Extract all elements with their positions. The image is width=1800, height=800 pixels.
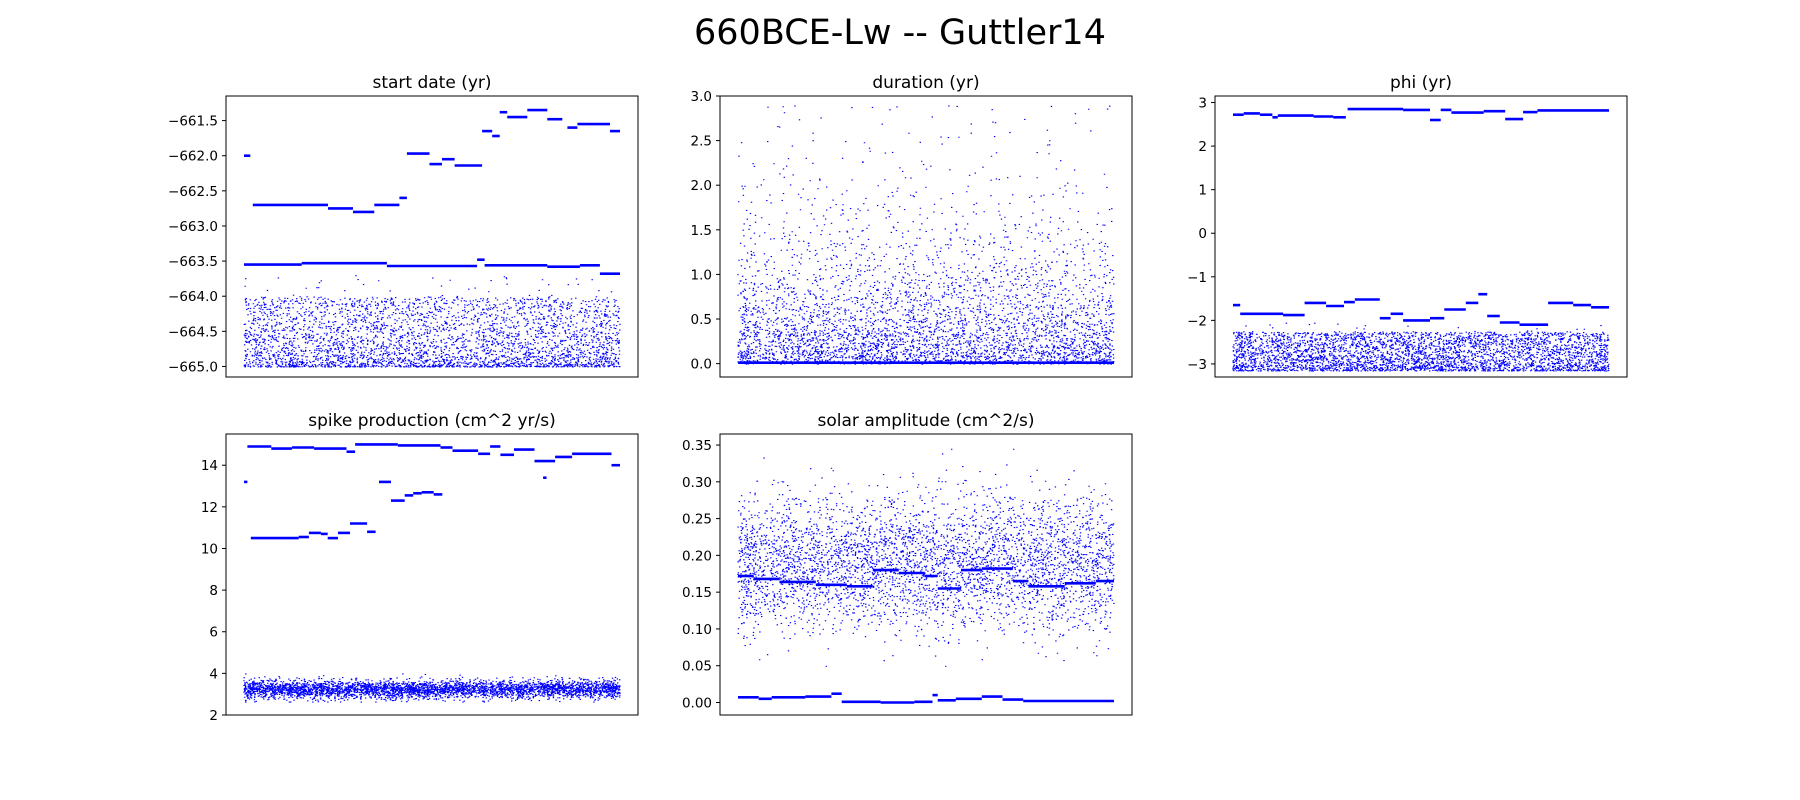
y-tick-label: 2.5 [691, 134, 712, 150]
sample-points [243, 673, 621, 703]
y-tick-label: 0.5 [691, 312, 712, 328]
y-tick-label: −664.5 [168, 324, 218, 340]
y-tick-label: 2 [209, 708, 218, 724]
y-tick-label: −2 [1187, 313, 1207, 329]
y-tick-label: 0.00 [682, 695, 712, 711]
y-tick-label: −662.0 [168, 149, 218, 165]
y-tick-label: −1 [1187, 270, 1207, 286]
y-tick-label: 1.5 [691, 223, 712, 239]
y-tick-label: 8 [209, 583, 218, 599]
y-tick-label: 2.0 [691, 178, 712, 194]
subplot-4: spike production (cm^2 yr/s) 14 12 10 8 6 4 2 [201, 411, 639, 724]
y-tick-label: −663.5 [168, 254, 218, 270]
subplot-title: phi (yr) [1390, 73, 1452, 93]
plot-area [225, 433, 639, 716]
y-tick-label: 3.0 [691, 89, 712, 105]
y-tick-label: 12 [201, 500, 218, 516]
subplot-2: duration (yr) 0.0 0.5 1.0 1.5 2.0 2.5 3.0 [691, 73, 1133, 378]
y-tick-label: −662.5 [168, 184, 218, 200]
y-tick-label: 0.35 [682, 438, 712, 454]
y-tick-label: 1 [1198, 183, 1207, 199]
plot-area [719, 433, 1133, 716]
plot-area [1214, 95, 1628, 378]
subplot-title: duration (yr) [872, 73, 979, 93]
plot-area [719, 95, 1133, 378]
y-tick-label: −664.0 [168, 289, 218, 305]
y-tick-label: 14 [201, 458, 218, 474]
y-tick-label: 0.05 [682, 659, 712, 675]
y-tick-label: 1.0 [691, 267, 712, 283]
y-tick-label: 2 [1198, 139, 1207, 155]
y-tick-label: 0.20 [682, 548, 712, 564]
y-tick-label: −3 [1187, 357, 1207, 373]
samples [737, 105, 1115, 365]
y-tick-label: 4 [209, 666, 218, 682]
y-tick-label: 3 [1198, 96, 1207, 112]
sample-points [1232, 322, 1610, 372]
samples [243, 443, 621, 703]
samples [737, 448, 1115, 704]
sample-points [243, 275, 621, 368]
figure-title: 660BCE-Lw -- Guttler14 [694, 13, 1106, 53]
samples [1232, 107, 1610, 372]
y-tick-label: −661.5 [168, 114, 218, 130]
y-tick-label: −663.0 [168, 219, 218, 235]
subplot-title: solar amplitude (cm^2/s) [818, 411, 1035, 431]
y-tick-label: 0.15 [682, 585, 712, 601]
y-tick-label: 10 [201, 541, 218, 557]
y-tick-label: 0.0 [691, 357, 712, 373]
y-tick-label: 0.10 [682, 622, 712, 638]
y-tick-label: 0.25 [682, 512, 712, 528]
samples [243, 108, 621, 368]
subplot-5: solar amplitude (cm^2/s) 0.35 0.30 0.25 0.20… [682, 411, 1133, 716]
y-tick-label: −665.0 [168, 359, 218, 375]
y-tick-label: 0.30 [682, 475, 712, 491]
subplot-3: phi (yr) 3 2 1 0 −1 −2 −3 [1187, 73, 1628, 378]
subplot-1: start date (yr) −661.5 −662.0 −662.5 −663.0 −… [168, 73, 639, 378]
subplot-title: spike production (cm^2 yr/s) [308, 411, 555, 431]
y-tick-label: 6 [209, 625, 218, 641]
subplot-title: start date (yr) [372, 73, 491, 93]
y-tick-label: 0 [1198, 226, 1207, 242]
